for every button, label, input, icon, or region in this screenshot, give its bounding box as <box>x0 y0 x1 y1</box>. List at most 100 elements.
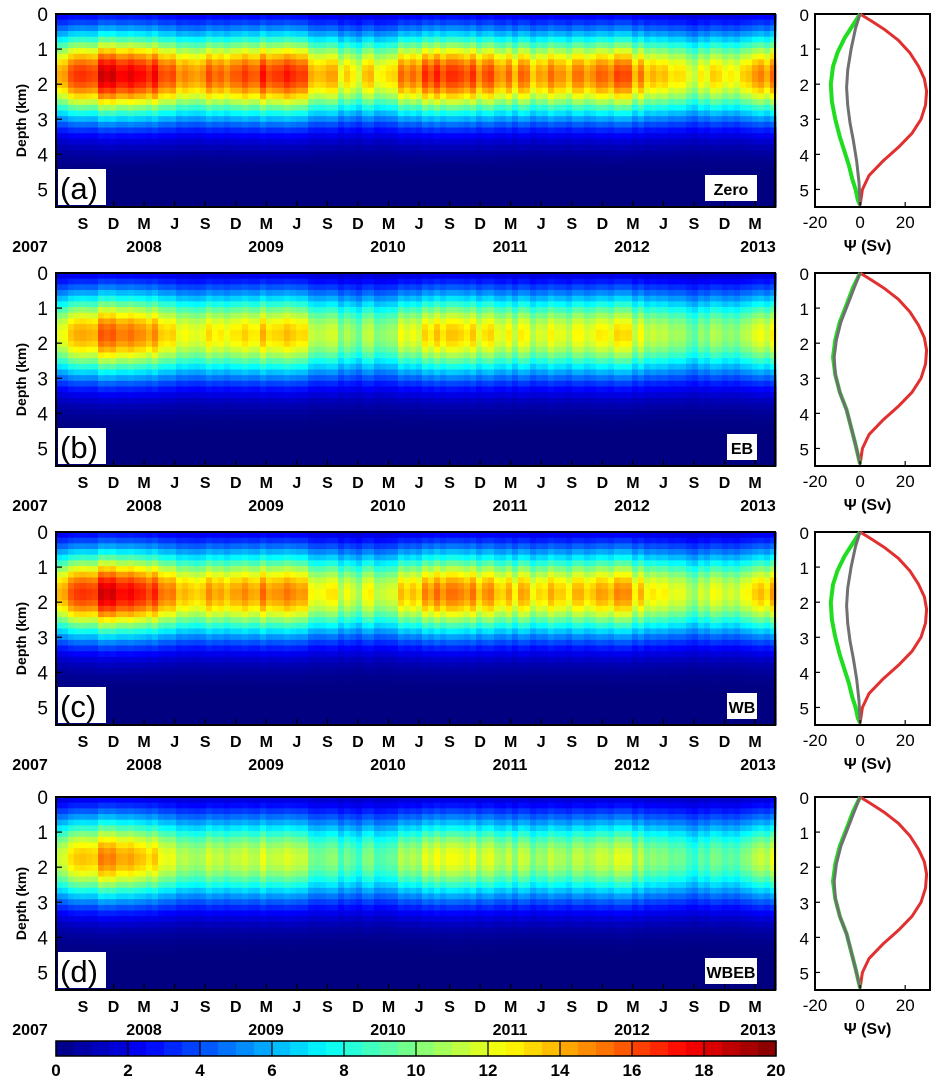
colorbar-tick-label: 16 <box>623 1061 642 1078</box>
profile-y-tick-label: 4 <box>800 146 809 165</box>
profile-x-tick-label: 20 <box>896 472 915 491</box>
month-tick-label: S <box>444 475 455 492</box>
colorbar-segment <box>272 1041 291 1056</box>
profile-line-0 <box>858 795 929 989</box>
profile-x-tick-label: 20 <box>896 996 915 1015</box>
profile-line-0 <box>858 271 929 465</box>
y-tick-label: 1 <box>37 299 48 320</box>
month-tick-label: J <box>170 475 179 492</box>
profile-x-tick-label: 0 <box>855 996 864 1015</box>
month-tick-label: J <box>659 475 668 492</box>
year-tick-label: 2010 <box>370 498 406 515</box>
year-tick-label: 2007 <box>12 498 48 515</box>
year-tick-label: 2012 <box>614 1022 650 1039</box>
y-tick-label: 4 <box>37 928 48 949</box>
month-tick-label: S <box>444 734 455 751</box>
month-tick-label: D <box>352 475 364 492</box>
year-tick-label: 2010 <box>370 239 406 256</box>
profile-y-tick-label: 1 <box>800 559 809 578</box>
year-tick-label: 2009 <box>248 498 284 515</box>
profile-line-2 <box>845 531 862 724</box>
month-tick-label: M <box>137 475 150 492</box>
month-tick-label: D <box>108 475 120 492</box>
month-tick-label: D <box>108 999 120 1016</box>
month-tick-label: D <box>474 216 486 233</box>
month-tick-label: M <box>504 475 517 492</box>
colorbar-segment <box>740 1041 759 1056</box>
y-tick-label: 1 <box>37 40 48 61</box>
colorbar-segment <box>326 1041 345 1056</box>
y-tick-label: 2 <box>37 858 48 879</box>
y-tick-label: 5 <box>37 698 48 719</box>
profile-x-tick-label: 20 <box>896 213 915 232</box>
year-tick-label: 2012 <box>614 757 650 774</box>
month-tick-label: M <box>504 216 517 233</box>
year-tick-label: 2011 <box>493 1022 528 1039</box>
profile-x-tick-label: 0 <box>855 731 864 750</box>
month-tick-label: M <box>382 216 395 233</box>
month-tick-label: J <box>537 999 546 1016</box>
month-tick-label: S <box>566 216 577 233</box>
colorbar-segment <box>146 1041 165 1056</box>
month-tick-label: D <box>352 734 364 751</box>
y-tick-label: 0 <box>37 264 48 285</box>
colorbar-tick-label: 4 <box>195 1061 205 1078</box>
y-axis-label: Depth (km) <box>13 867 29 940</box>
month-tick-label: D <box>719 999 731 1016</box>
colorbar-tick-label: 2 <box>123 1061 132 1078</box>
month-tick-label: M <box>260 734 273 751</box>
profile-y-tick-label: 4 <box>800 929 809 948</box>
month-tick-label: M <box>137 734 150 751</box>
profile-y-tick-label: 5 <box>800 440 809 459</box>
profile-panel-1: 0 1 2 3 4 5 -20 0 20Ψ (Sv) <box>800 265 931 514</box>
colorbar-segment <box>128 1041 147 1056</box>
experiment-tag: EB <box>731 441 753 458</box>
colorbar-segment <box>254 1041 273 1056</box>
profile-y-tick-label: 0 <box>800 524 809 543</box>
month-tick-label: S <box>200 475 211 492</box>
profile-y-tick-label: 1 <box>800 824 809 843</box>
month-tick-label: M <box>382 999 395 1016</box>
colorbar-tick-label: 10 <box>407 1061 426 1078</box>
year-tick-label: 2009 <box>248 757 284 774</box>
profile-y-tick-label: 2 <box>800 594 809 613</box>
profile-x-axis-label: Ψ (Sv) <box>844 497 892 514</box>
month-tick-label: S <box>322 475 333 492</box>
month-tick-label: S <box>322 734 333 751</box>
colorbar-segment <box>686 1041 705 1056</box>
year-tick-label: 2012 <box>614 239 650 256</box>
month-tick-label: D <box>474 734 486 751</box>
profile-y-tick-label: 0 <box>800 6 809 25</box>
month-tick-label: D <box>597 734 609 751</box>
month-tick-label: J <box>170 999 179 1016</box>
profile-line-1 <box>828 530 862 725</box>
y-tick-label: 0 <box>37 5 48 26</box>
month-tick-label: J <box>170 216 179 233</box>
profile-panel-2: 0 1 2 3 4 5 -20 0 20Ψ (Sv) <box>800 524 931 773</box>
profile-y-tick-label: 3 <box>800 111 809 130</box>
profile-x-tick-label: -20 <box>803 472 828 491</box>
profile-y-tick-label: 5 <box>800 964 809 983</box>
month-tick-label: J <box>292 999 301 1016</box>
month-tick-label: D <box>230 216 242 233</box>
year-tick-label: 2008 <box>126 239 162 256</box>
month-tick-label: M <box>137 999 150 1016</box>
profile-y-tick-label: 4 <box>800 405 809 424</box>
month-tick-label: S <box>444 999 455 1016</box>
colorbar-segment <box>758 1041 777 1056</box>
experiment-tag: WBEB <box>707 965 756 982</box>
profile-y-tick-label: 1 <box>800 41 809 60</box>
colorbar-segment <box>398 1041 417 1056</box>
colorbar-segment <box>362 1041 381 1056</box>
colorbar-segment <box>344 1041 363 1056</box>
colorbar-segment <box>434 1041 453 1056</box>
y-tick-label: 2 <box>37 75 48 96</box>
year-tick-label: 2010 <box>370 1022 406 1039</box>
colorbar-segment <box>596 1041 615 1056</box>
month-tick-label: M <box>260 216 273 233</box>
profile-y-tick-label: 3 <box>800 629 809 648</box>
month-tick-label: M <box>748 999 761 1016</box>
month-tick-label: M <box>626 999 639 1016</box>
colorbar-tick-label: 20 <box>767 1061 786 1078</box>
